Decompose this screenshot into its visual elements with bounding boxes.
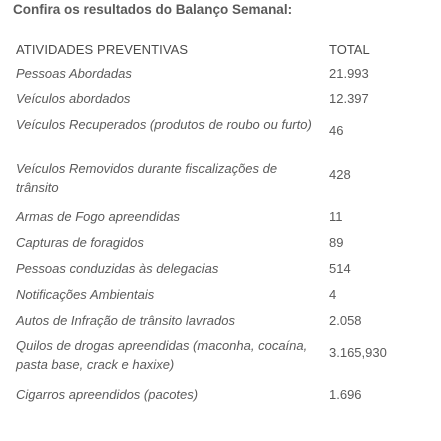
page-heading: Confira os resultados do Balanço Semanal… (13, 2, 293, 17)
row-value: 4 (329, 287, 337, 302)
row-label: Veículos Removidos durante fiscalizações… (16, 161, 278, 195)
row-value: 89 (329, 235, 344, 250)
row-value: 21.993 (329, 66, 369, 81)
row-value: 428 (329, 167, 351, 182)
row-label: Notificações Ambientais (16, 287, 155, 302)
column-header-activity: ATIVIDADES PREVENTIVAS (16, 42, 189, 57)
row-value: 2.058 (329, 313, 362, 328)
row-value: 46 (329, 123, 344, 138)
row-value: 514 (329, 261, 351, 276)
row-value: 1.696 (329, 387, 362, 402)
row-label: Pessoas Abordadas (16, 66, 132, 81)
row-value: 11 (329, 209, 343, 224)
row-value: 3.165,930 (329, 345, 387, 360)
row-label: Quilos de drogas apreendidas (maconha, c… (16, 338, 308, 372)
row-label: Capturas de foragidos (16, 235, 144, 250)
row-label: Veículos abordados (16, 91, 131, 106)
row-label: Autos de Infração de trânsito lavrados (16, 313, 235, 328)
column-header-total: TOTAL (329, 42, 370, 57)
row-label: Armas de Fogo apreendidas (16, 209, 181, 224)
row-label: Cigarros apreendidos (pacotes) (16, 387, 199, 402)
row-label: Pessoas conduzidas às delegacias (16, 261, 219, 276)
row-value: 12.397 (329, 91, 369, 106)
row-label: Veículos Recuperados (produtos de roubo … (16, 117, 312, 132)
